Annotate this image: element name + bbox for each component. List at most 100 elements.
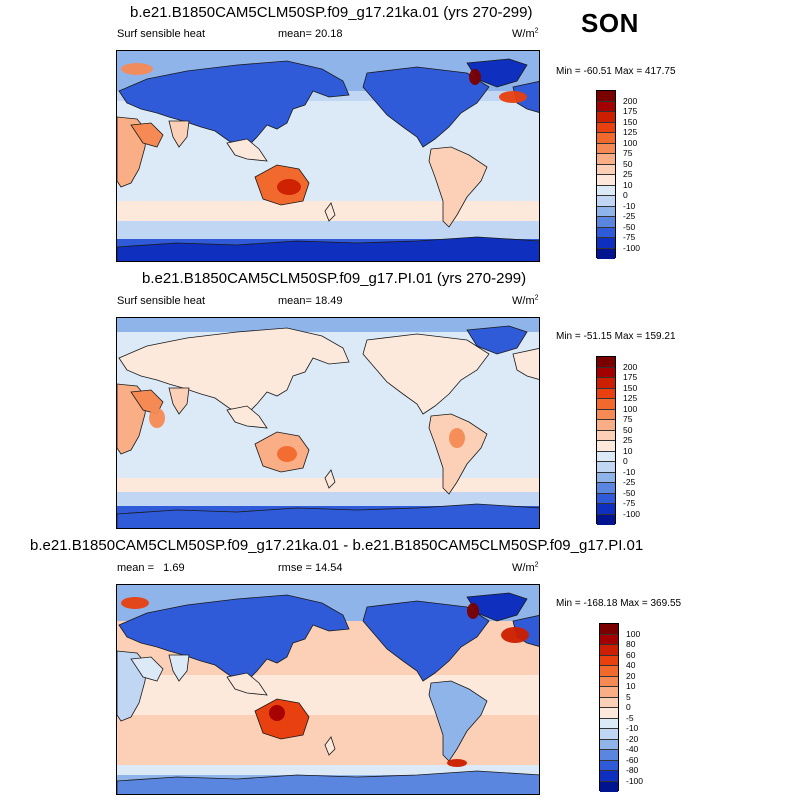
landmass-europe (512, 348, 539, 380)
colorbar-segment (597, 493, 615, 504)
colorbar-segment (597, 101, 615, 112)
colorbar-segment (597, 175, 615, 186)
panel-3-units-sup: 2 (534, 561, 539, 569)
colorbar-level-label: -75 (623, 498, 636, 508)
season-label: SON (581, 8, 639, 38)
landmass-india (168, 387, 190, 415)
colorbar-level-label: 175 (623, 372, 638, 382)
colorbar-segment (597, 238, 615, 249)
colorbar-level-label: -100 (623, 242, 641, 253)
landmass-india (168, 654, 190, 682)
colorbar-level-label: 75 (623, 148, 633, 158)
landmass-antarctica (117, 236, 539, 261)
colorbar-level-label: -10 (623, 466, 636, 477)
colorbar-level-label: -10 (626, 723, 639, 733)
colorbar-level-label: -50 (623, 221, 636, 232)
panel-1-variable-label: Surf sensible heat (117, 28, 206, 40)
colorbar-segment (597, 472, 615, 483)
landmass-eurasia (118, 594, 350, 684)
colorbar-level-label: 150 (623, 116, 638, 127)
landmass-greenland (466, 325, 528, 355)
colorbar-segment (600, 666, 618, 677)
landmass-seasia (226, 138, 268, 162)
colorbar-level-label: -25 (623, 477, 636, 487)
landmass-samerica (428, 146, 488, 228)
panel-3-title: b.e21.B1850CAM5CLM50SP.f09_g17.21ka.01 -… (30, 537, 644, 554)
colorbar-segment (600, 750, 618, 761)
colorbar-level-label: 0 (626, 702, 631, 712)
panel-2-units-sup: 2 (534, 294, 539, 302)
landmass-antarctica (117, 770, 539, 794)
landmass-arabia (130, 656, 164, 682)
panel-2-mean-key: mean= (278, 295, 312, 307)
colorbar-level-label: 200 (623, 95, 638, 106)
colorbar-level-label: 25 (623, 435, 633, 445)
panel-2-mean-value: 18.49 (315, 295, 343, 307)
colorbar-level-label: 10 (626, 681, 636, 691)
colorbar-level-label: 100 (623, 403, 638, 414)
colorbar-level-label: 100 (623, 137, 638, 148)
landmass-nz (324, 469, 336, 489)
colorbar-level-label: -5 (626, 712, 634, 723)
map-plot (117, 585, 539, 794)
landmass-india (168, 120, 190, 148)
panel-2-mean-label: mean= 18.49 (278, 295, 343, 307)
colorbar-level-label: -25 (623, 211, 636, 221)
colorbar-level-label: -50 (623, 487, 636, 498)
colorbar-level-label: -40 (626, 744, 639, 754)
colorbar-level-label: 0 (623, 456, 628, 466)
colorbar-segment (597, 409, 615, 420)
colorbar-level-label: 10 (623, 445, 633, 456)
colorbar-segment (600, 697, 618, 708)
colorbar-level-label: 50 (623, 158, 633, 169)
colorbar-segment (597, 185, 615, 196)
colorbar-segment (600, 718, 618, 729)
panel-2-colorbar (596, 356, 616, 525)
colorbar-level-label: 25 (623, 169, 633, 179)
colorbar-level-label: 150 (623, 382, 638, 393)
colorbar-level-label: 175 (623, 106, 638, 116)
colorbar-segment (600, 760, 618, 771)
panel-2-map (116, 317, 540, 529)
colorbar-level-label: 60 (626, 649, 636, 660)
map-plot (117, 51, 539, 261)
colorbar-level-label: -75 (623, 232, 636, 242)
panel-1-map (116, 50, 540, 262)
panel-1-units-sup: 2 (534, 27, 539, 35)
landmass-samerica (428, 413, 488, 495)
panel-2-title: b.e21.B1850CAM5CLM50SP.f09_g17.PI.01 (yr… (142, 270, 527, 287)
landmass-nz (324, 736, 336, 756)
colorbar-level-label: -100 (626, 775, 644, 786)
colorbar-segment (600, 729, 618, 740)
panel-1-colorbar (596, 90, 616, 259)
map-plot (117, 318, 539, 528)
panel-2-units: W/m2 (512, 294, 539, 307)
colorbar-segment (597, 217, 615, 228)
panel-3-units: W/m2 (512, 561, 539, 574)
colorbar-level-label: -10 (623, 200, 636, 211)
colorbar-segment (597, 514, 615, 525)
panel-3-mean-label: mean = 1.69 (117, 562, 185, 574)
landmass-seasia (226, 405, 268, 429)
colorbar-segment (597, 357, 615, 368)
colorbar-segment (597, 143, 615, 154)
panel-1-mean-value: 20.18 (315, 28, 343, 40)
panel-1-units: W/m2 (512, 27, 539, 40)
colorbar-level-label: 20 (626, 670, 636, 681)
colorbar-segment (597, 367, 615, 378)
colorbar-segment (600, 687, 618, 698)
panel-1-mean-label: mean= 20.18 (278, 28, 343, 40)
colorbar-level-label: -60 (626, 754, 639, 765)
colorbar-segment (597, 504, 615, 515)
landmass-eurasia (118, 60, 350, 150)
panel-1-units-text: W/m (512, 28, 535, 40)
colorbar-segment (597, 388, 615, 399)
colorbar-segment (600, 708, 618, 719)
colorbar-level-label: -100 (623, 508, 641, 519)
landmass-samerica (428, 680, 488, 762)
colorbar-level-label: 10 (623, 179, 633, 190)
colorbar-level-label: 125 (623, 393, 638, 403)
colorbar-segment (597, 441, 615, 452)
colorbar-segment (600, 739, 618, 750)
colorbar-segment (600, 771, 618, 782)
